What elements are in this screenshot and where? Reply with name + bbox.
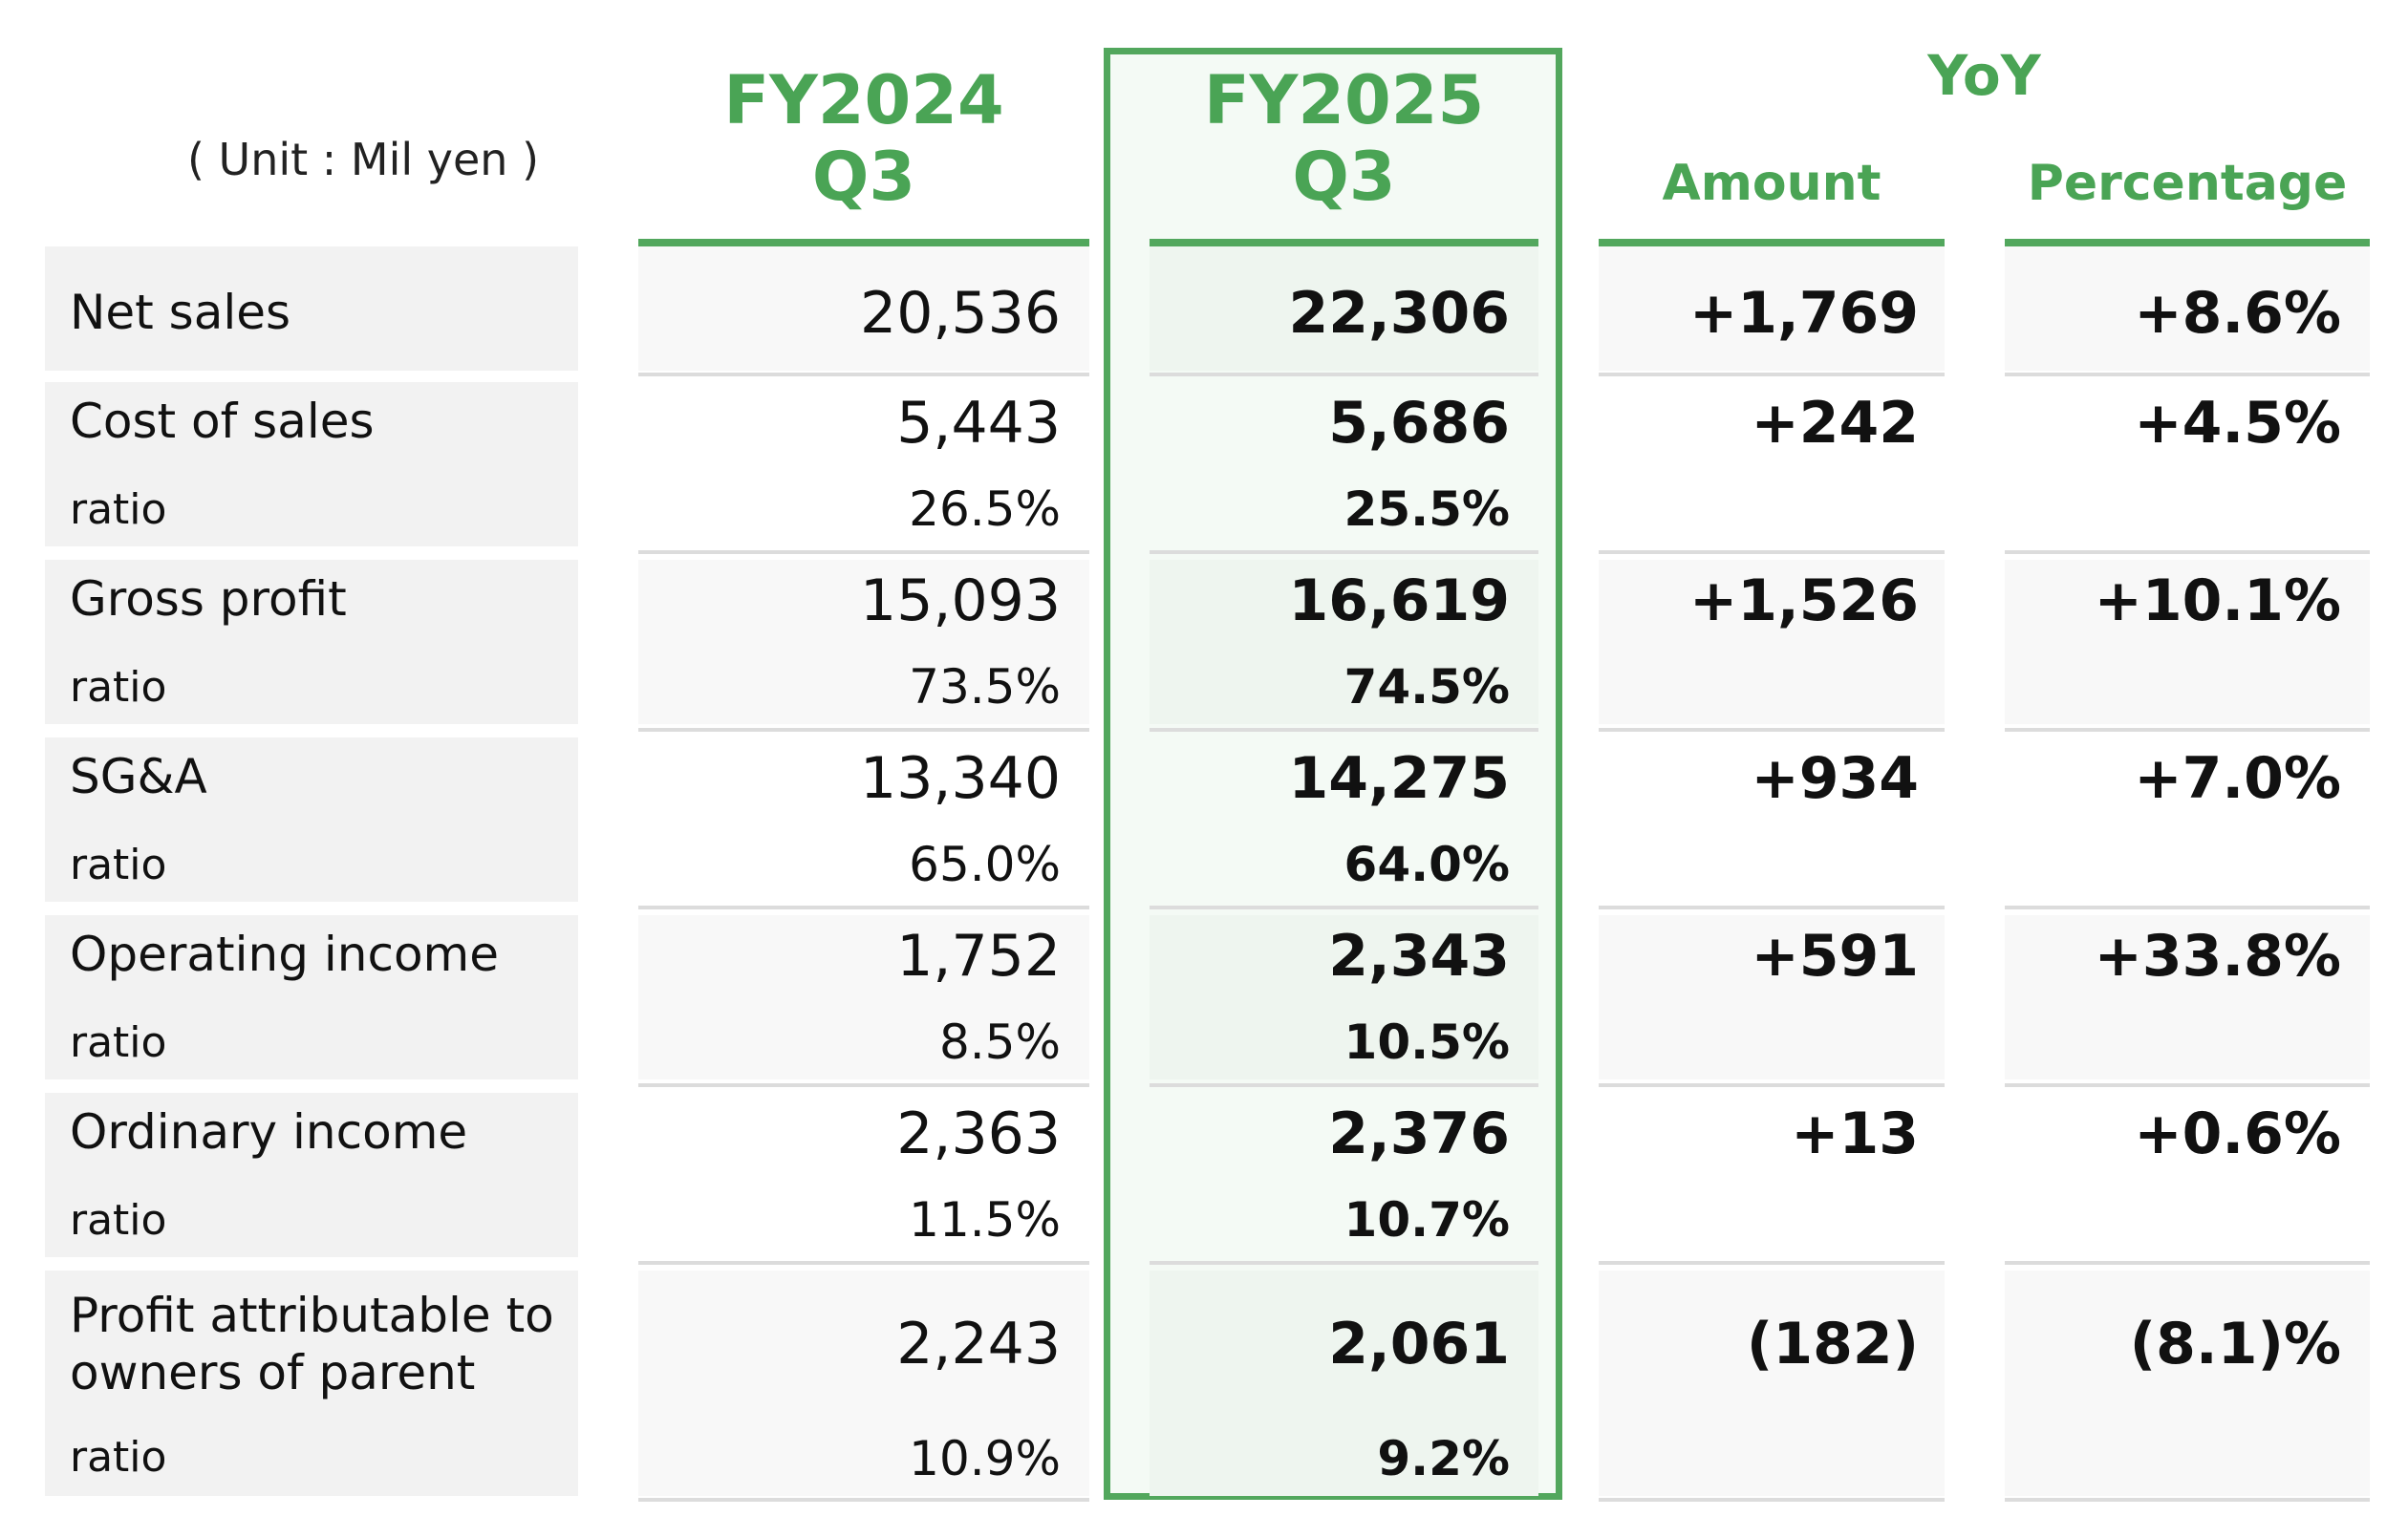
header-yoy: YoY — [1927, 43, 2041, 108]
fy2025-value: 2,343 — [1328, 923, 1510, 990]
yoy-percentage: +8.6% — [2134, 280, 2341, 347]
header-fy2024-year: FY2024 — [723, 61, 1004, 139]
fy2025-ratio: 10.5% — [1344, 1015, 1510, 1070]
table-row-ordinary-income: Ordinary income ratio 2,363 11.5% 2,376 … — [0, 1093, 2408, 1257]
fy2024-value: 5,443 — [896, 390, 1061, 457]
header-underline-amount — [1599, 239, 1945, 246]
header-fy2025: FY2025 Q3 — [1150, 62, 1538, 215]
yoy-amount: (182) — [1746, 1311, 1919, 1378]
yoy-percentage: +33.8% — [2094, 923, 2341, 990]
table-row-profit-attributable: Profit attributable to owners of parent … — [0, 1271, 2408, 1496]
header-amount: Amount — [1662, 155, 1881, 212]
row-label: SG&A — [70, 749, 207, 804]
row-label: Operating income — [70, 927, 499, 982]
yoy-amount: +591 — [1751, 923, 1919, 990]
table-row-sga: SG&A ratio 13,340 65.0% 14,275 64.0% +93… — [0, 737, 2408, 902]
header-underline-percentage — [2005, 239, 2370, 246]
fy2024-ratio: 10.9% — [909, 1431, 1061, 1486]
yoy-percentage: +0.6% — [2134, 1100, 2341, 1167]
yoy-percentage: +7.0% — [2134, 745, 2341, 812]
fy2025-ratio: 74.5% — [1344, 659, 1510, 715]
header-fy2024-quarter: Q3 — [811, 138, 916, 216]
yoy-percentage: +10.1% — [2094, 567, 2341, 634]
fy2025-value: 2,376 — [1328, 1100, 1510, 1167]
fy2025-ratio: 9.2% — [1377, 1431, 1510, 1486]
fy2024-ratio: 65.0% — [909, 837, 1061, 892]
table-row-operating-income: Operating income ratio 1,752 8.5% 2,343 … — [0, 915, 2408, 1079]
ratio-label: ratio — [70, 1018, 167, 1067]
ratio-label: ratio — [70, 841, 167, 889]
fy2024-value: 1,752 — [896, 923, 1061, 990]
header-fy2025-year: FY2025 — [1203, 61, 1485, 139]
table-row-net-sales: Net sales 20,536 22,306 +1,769 +8.6% — [0, 246, 2408, 371]
fy2025-value: 5,686 — [1328, 390, 1510, 457]
ratio-label: ratio — [70, 1433, 167, 1482]
fy2025-value: 22,306 — [1288, 280, 1510, 347]
fy2024-ratio: 11.5% — [909, 1192, 1061, 1248]
yoy-amount: +1,526 — [1688, 567, 1919, 634]
yoy-amount: +13 — [1791, 1100, 1919, 1167]
row-label-line1: Profit attributable to — [70, 1288, 554, 1343]
row-label: Gross profit — [70, 571, 347, 627]
ratio-label: ratio — [70, 663, 167, 712]
table-row-gross-profit: Gross profit ratio 15,093 73.5% 16,619 7… — [0, 560, 2408, 724]
fy2024-value: 20,536 — [860, 280, 1061, 347]
ratio-label: ratio — [70, 1196, 167, 1245]
yoy-percentage: +4.5% — [2134, 390, 2341, 457]
fy2024-value: 15,093 — [860, 567, 1061, 634]
header-underline-fy2025 — [1150, 239, 1538, 246]
row-label: Ordinary income — [70, 1104, 468, 1160]
fy2025-ratio: 64.0% — [1344, 837, 1510, 892]
yoy-amount: +242 — [1751, 390, 1919, 457]
header-underline-fy2024 — [638, 239, 1089, 246]
header-fy2024: FY2024 Q3 — [638, 62, 1089, 215]
fy2024-value: 2,363 — [896, 1100, 1061, 1167]
yoy-percentage: (8.1)% — [2129, 1311, 2341, 1378]
unit-label: ( Unit : Mil yen ) — [186, 134, 540, 185]
ratio-label: ratio — [70, 485, 167, 534]
yoy-amount: +934 — [1751, 745, 1919, 812]
row-label-line2: owners of parent — [70, 1345, 476, 1400]
table-row-cost-of-sales: Cost of sales ratio 5,443 26.5% 5,686 25… — [0, 382, 2408, 546]
fy2024-ratio: 8.5% — [938, 1015, 1061, 1070]
fy2025-ratio: 25.5% — [1344, 481, 1510, 537]
fy2025-value: 2,061 — [1328, 1311, 1510, 1378]
yoy-amount: +1,769 — [1688, 280, 1919, 347]
fy2025-value: 14,275 — [1288, 745, 1510, 812]
fy2024-value: 13,340 — [860, 745, 1061, 812]
row-label: Net sales — [70, 285, 291, 340]
fy2024-ratio: 26.5% — [909, 481, 1061, 537]
fy2025-ratio: 10.7% — [1344, 1192, 1510, 1248]
fy2024-value: 2,243 — [896, 1311, 1061, 1378]
header-fy2025-quarter: Q3 — [1292, 138, 1396, 216]
row-label: Cost of sales — [70, 394, 375, 449]
fy2024-ratio: 73.5% — [909, 659, 1061, 715]
header-percentage: Percentage — [2027, 155, 2348, 212]
fy2025-value: 16,619 — [1288, 567, 1510, 634]
